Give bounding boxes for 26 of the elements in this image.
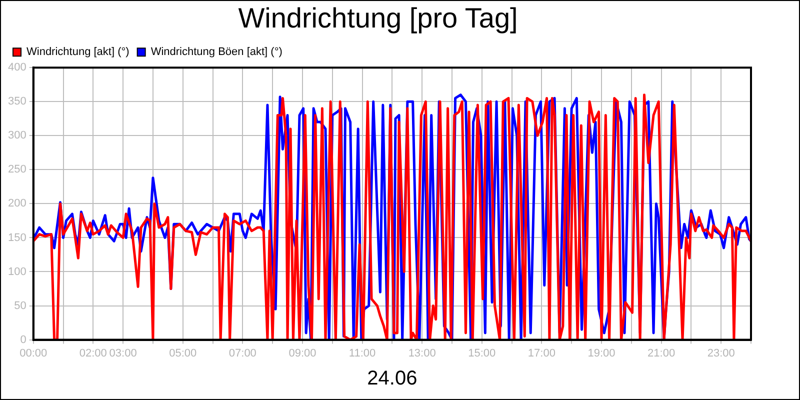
y-tick-label: 200 [8, 198, 26, 210]
x-tick-label: 13:00 [408, 347, 436, 360]
legend-label: Windrichtung Böen [akt] (°) [150, 46, 282, 58]
y-tick-label: 100 [8, 266, 26, 278]
y-tick-label: 50 [14, 300, 26, 312]
y-tick-label: 0 [20, 334, 26, 346]
x-tick-label: 17:00 [528, 347, 556, 360]
x-tick-label: 21:00 [648, 347, 676, 360]
y-tick-label: 300 [8, 130, 26, 142]
x-tick-label: 19:00 [588, 347, 616, 360]
x-tick-label: 02:00 [79, 347, 107, 360]
legend-label: Windrichtung [akt] (°) [26, 46, 130, 58]
x-tick-label: 03:00 [109, 347, 137, 360]
x-axis-title: 24.06 [367, 368, 418, 390]
y-tick-label: 400 [8, 62, 26, 74]
x-tick-label: 07:00 [228, 347, 256, 360]
chart-title: Windrichtung [pro Tag] [238, 2, 518, 34]
y-tick-label: 250 [8, 164, 26, 176]
x-tick-label: 05:00 [169, 347, 197, 360]
x-tick-label: 15:00 [468, 347, 496, 360]
x-tick-label: 23:00 [707, 347, 735, 360]
x-tick-label: 00:00 [20, 347, 48, 360]
x-tick-label: 09:00 [288, 347, 316, 360]
x-tick-label: 11:00 [348, 347, 376, 360]
y-tick-label: 350 [8, 96, 26, 108]
y-tick-label: 150 [8, 232, 26, 244]
